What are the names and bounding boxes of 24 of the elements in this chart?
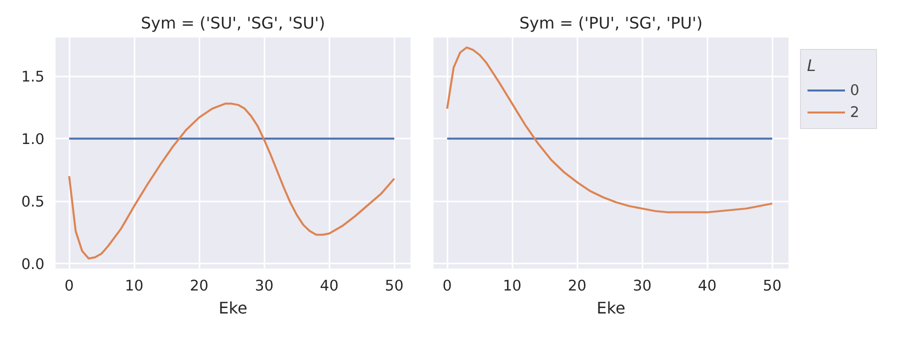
x-tick-label: 10 — [124, 278, 144, 294]
chart-title: Sym = ('PU', 'SG', 'PU') — [519, 14, 703, 32]
legend-label: 0 — [850, 82, 860, 98]
legend-label: 2 — [850, 104, 860, 120]
x-tick-label: 50 — [762, 278, 782, 294]
x-tick-label: 20 — [190, 278, 209, 294]
x-tick-label: 20 — [568, 278, 587, 294]
x-tick-label: 30 — [632, 278, 652, 294]
x-tick-label: 10 — [502, 278, 522, 294]
x-tick-label: 50 — [384, 278, 404, 294]
y-tick-label: 0.5 — [21, 194, 45, 211]
x-tick-label: 40 — [320, 278, 339, 294]
x-axis-title: Eke — [596, 298, 626, 318]
x-tick-label: 0 — [442, 278, 452, 294]
x-axis-title: Eke — [218, 298, 248, 318]
y-tick-label: 1.5 — [21, 68, 45, 86]
y-tick-label: 1.0 — [21, 131, 45, 148]
y-tick-label: 0.0 — [21, 256, 45, 274]
legend-title: L — [807, 56, 817, 75]
chart-title: Sym = ('SU', 'SG', 'SU') — [140, 14, 326, 32]
x-tick-label: 30 — [254, 278, 274, 294]
x-tick-label: 40 — [698, 278, 717, 294]
x-tick-label: 0 — [64, 278, 74, 294]
line-series — [68, 102, 396, 260]
